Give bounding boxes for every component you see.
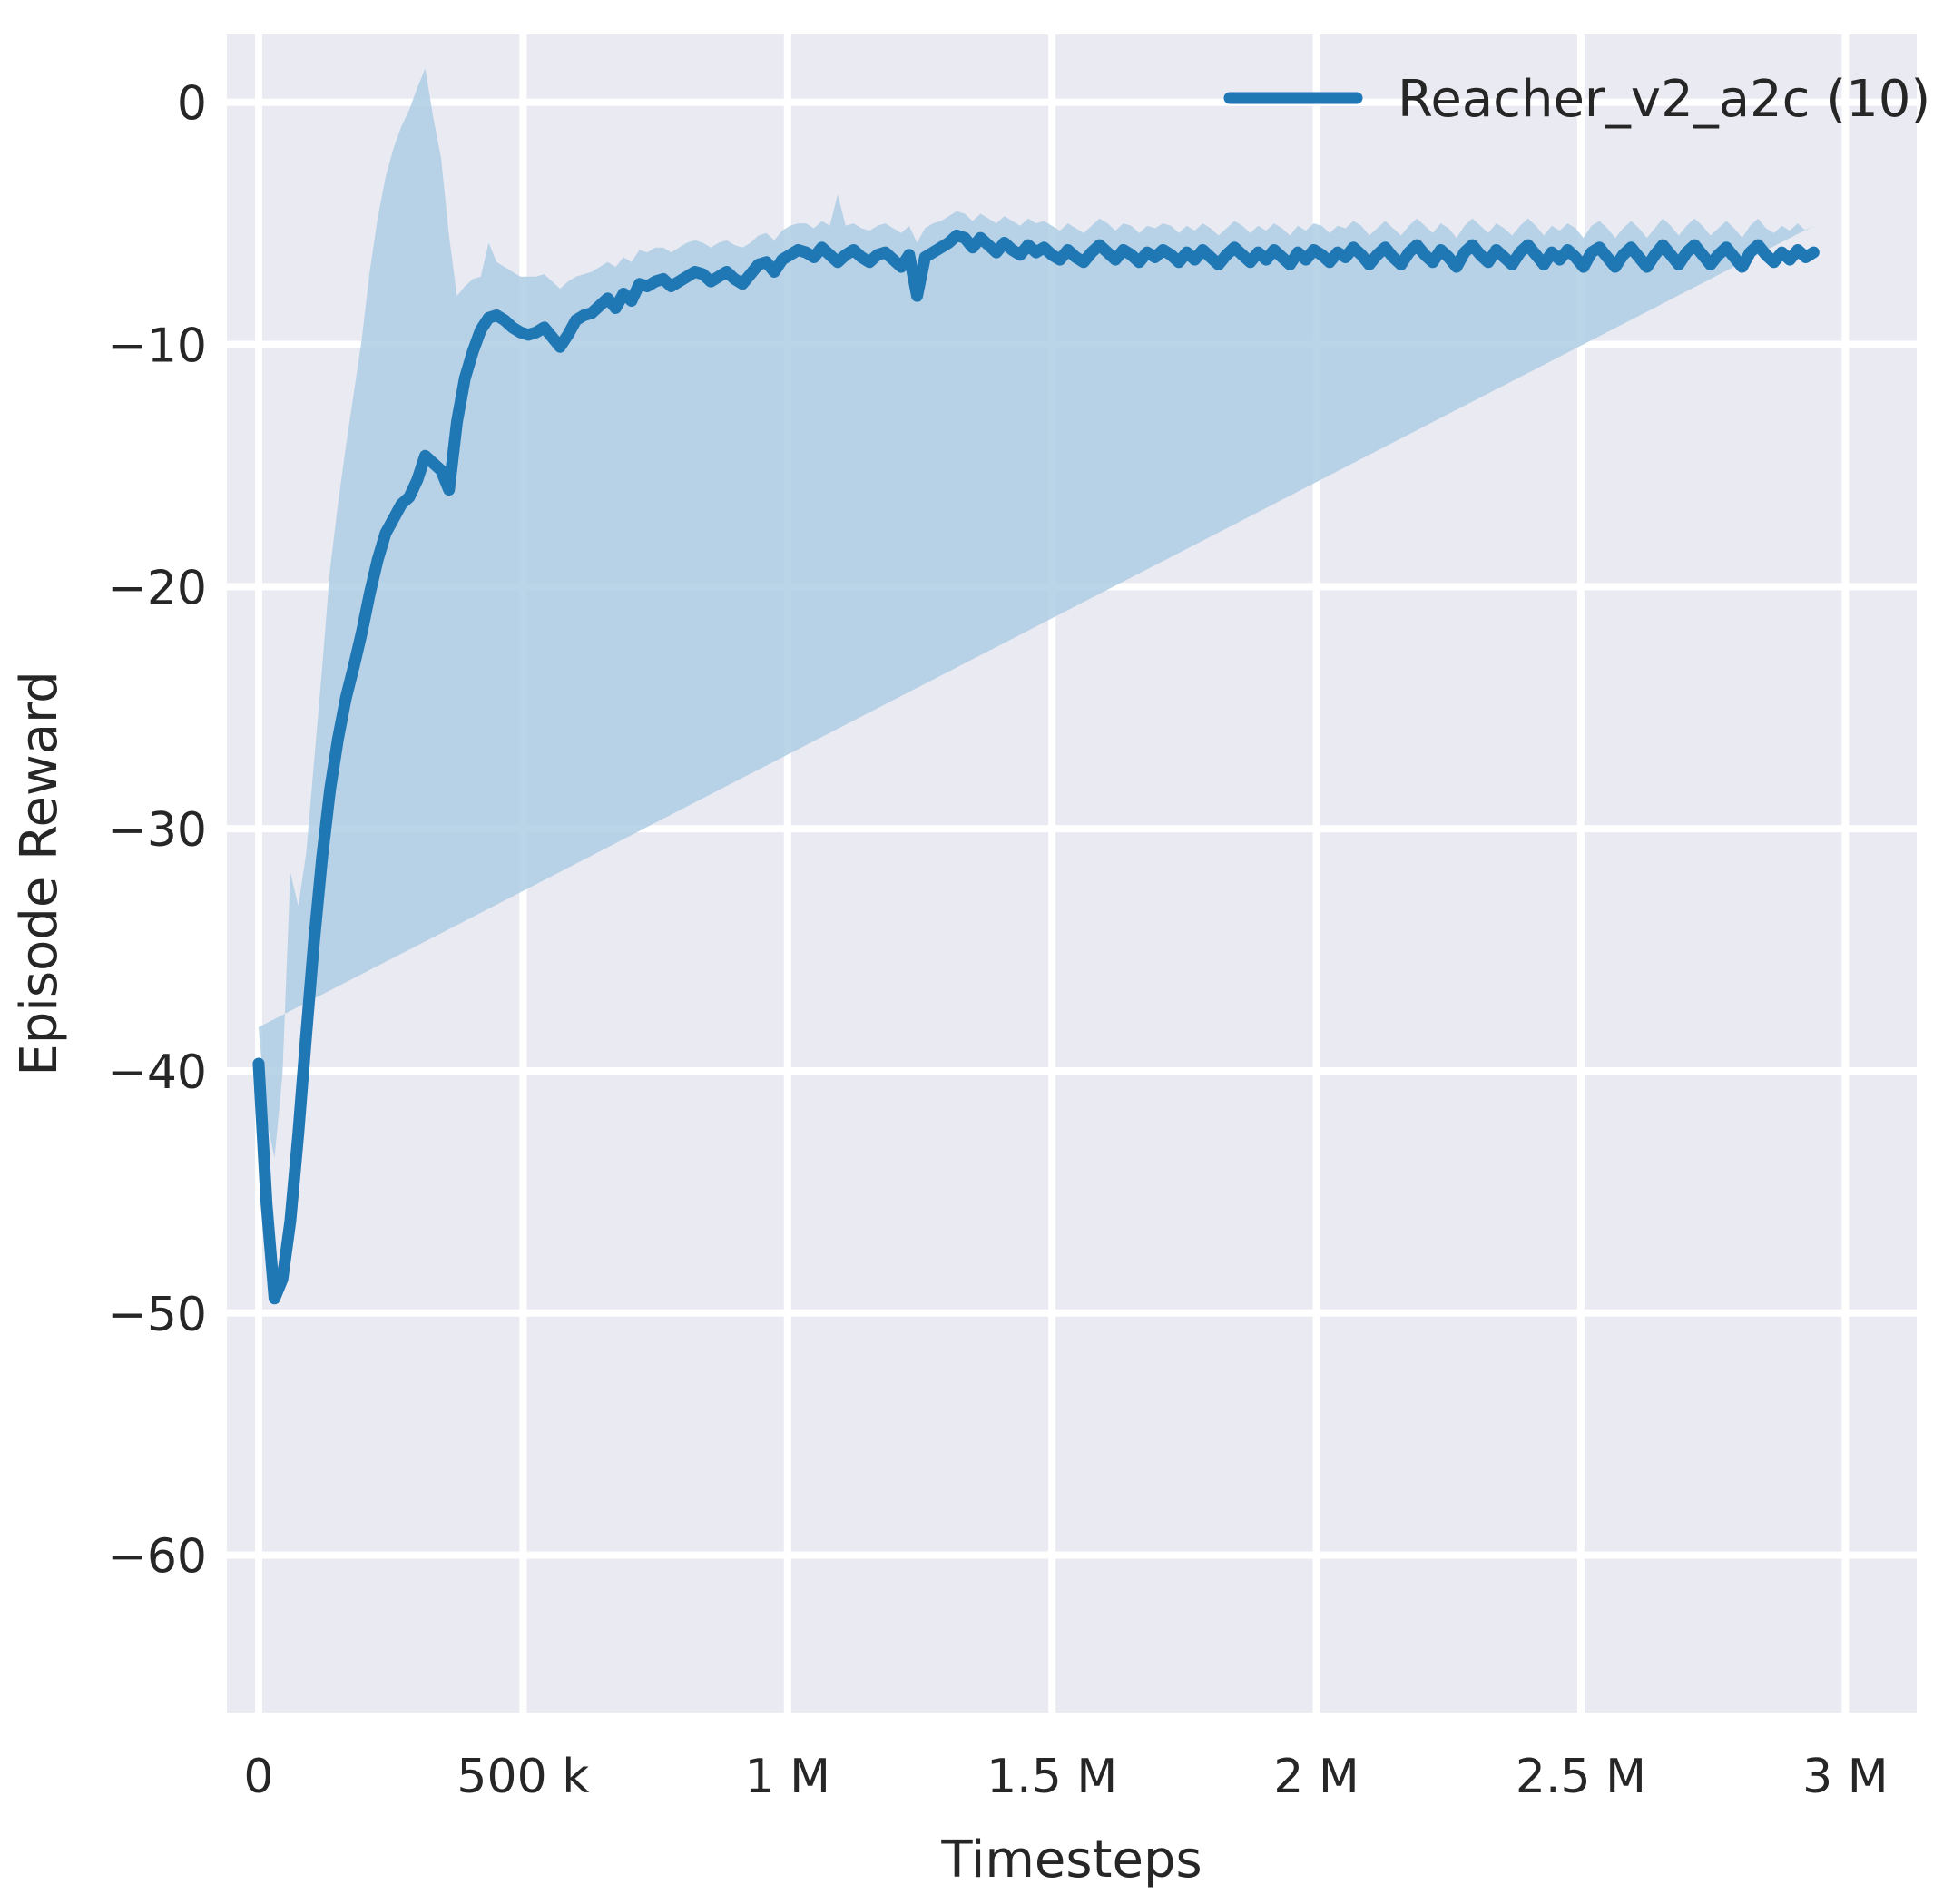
y-tick-label: −60 <box>107 1530 207 1585</box>
y-tick-label: 0 <box>177 77 207 132</box>
x-axis-tick-labels: 0 500 k 1 M 1.5 M 2 M 2.5 M 3 M <box>243 1750 1888 1804</box>
chart-legend: Reacher_v2_a2c (10) <box>1223 70 1930 129</box>
x-tick-label: 2.5 M <box>1516 1750 1646 1804</box>
legend-entry-label: Reacher_v2_a2c (10) <box>1398 70 1930 129</box>
x-tick-label: 3 M <box>1802 1750 1888 1804</box>
x-tick-label: 1 M <box>745 1750 830 1804</box>
x-tick-label: 500 k <box>456 1750 589 1804</box>
series-mean-line <box>252 229 1820 1305</box>
y-axis-tick-labels: 0 −10 −20 −30 −40 −50 −60 <box>107 77 207 1585</box>
series-std-band <box>258 68 1814 1159</box>
y-tick-label: −50 <box>107 1288 207 1342</box>
y-axis-title: Episode Reward <box>10 671 69 1075</box>
confidence-band <box>258 68 1814 1159</box>
y-tick-label: −20 <box>107 561 207 615</box>
y-tick-label: −30 <box>107 803 207 858</box>
x-axis-title: Timesteps <box>940 1830 1202 1889</box>
y-tick-label: −40 <box>107 1045 207 1100</box>
y-tick-label: −10 <box>107 319 207 374</box>
series-line <box>252 229 1820 1305</box>
x-tick-label: 0 <box>243 1750 273 1804</box>
x-tick-label: 2 M <box>1273 1750 1359 1804</box>
x-tick-label: 1.5 M <box>986 1750 1117 1804</box>
